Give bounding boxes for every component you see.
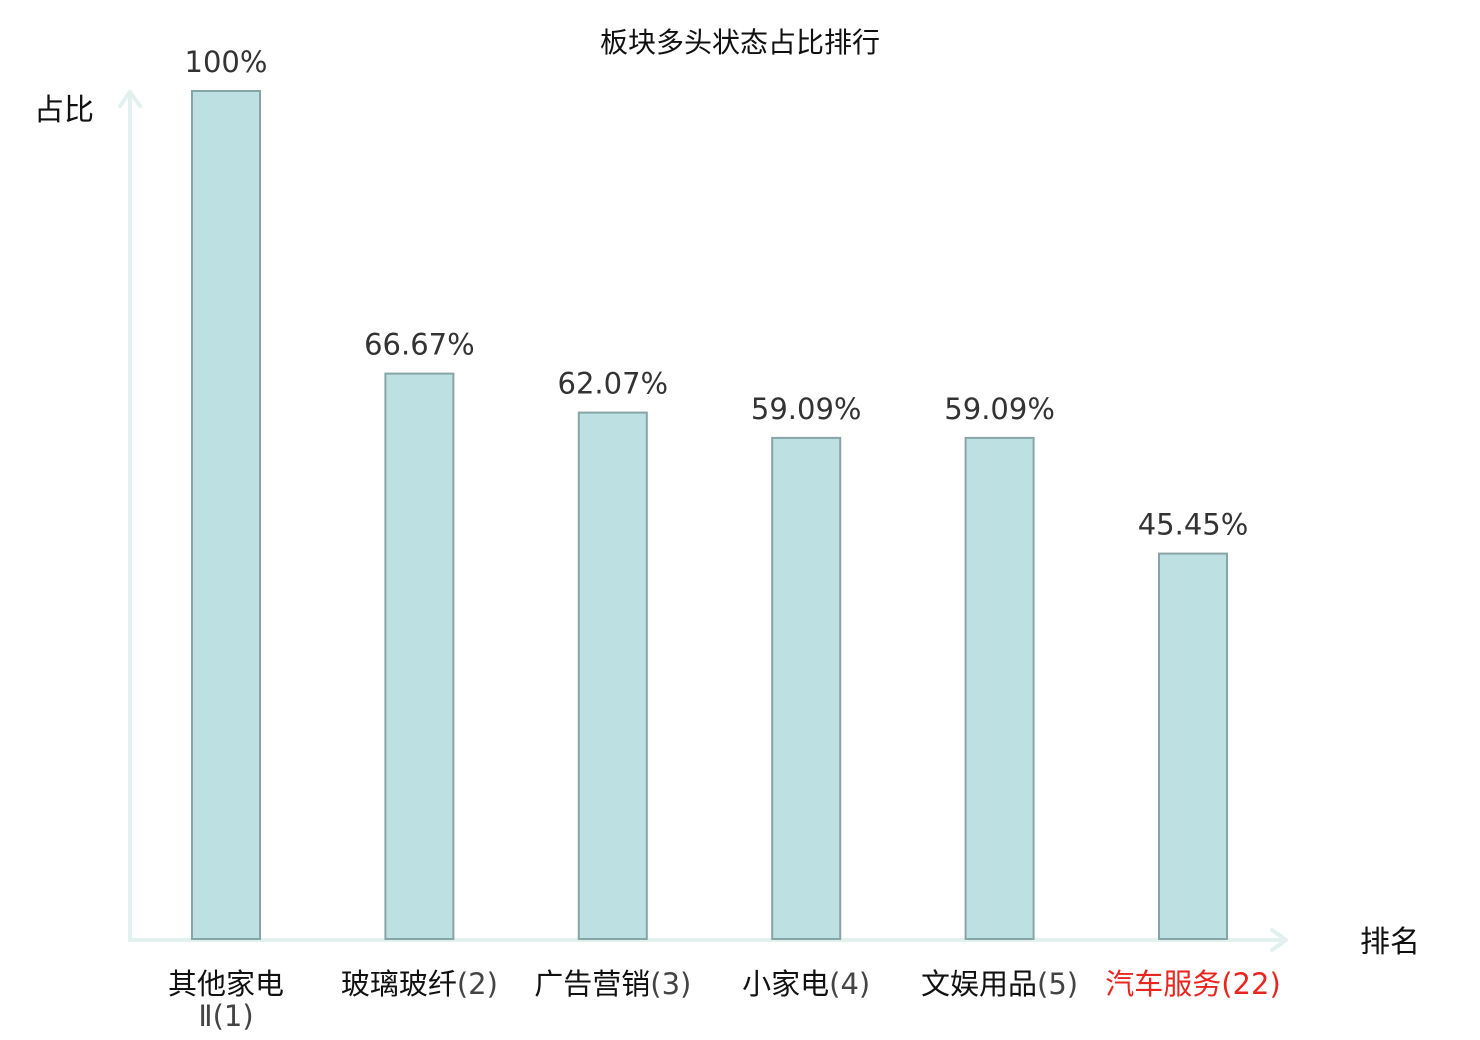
bar-2: [384, 372, 455, 941]
category-name-line2: Ⅱ(1): [198, 999, 253, 1033]
bar-5: [964, 436, 1035, 940]
category-rank: (3): [650, 967, 691, 1001]
category-name: 小家电: [742, 967, 829, 1001]
category-rank: (4): [829, 967, 870, 1001]
y-axis-label: 占比: [34, 93, 94, 128]
category-rank: (2): [457, 967, 498, 1001]
bar-1: [191, 90, 261, 940]
category-label-2: 玻璃玻纤(2): [341, 967, 498, 1001]
category-label-4: 小家电(4): [742, 967, 870, 1001]
x-axis-arrow-icon: [1270, 928, 1288, 952]
value-label-4: 59.09%: [751, 392, 862, 426]
category-name: 其他家电: [168, 967, 284, 1001]
value-label-1: 100%: [185, 45, 268, 79]
category-rank: (5): [1037, 967, 1078, 1001]
category-label-1: 其他家电 Ⅱ(1): [168, 967, 284, 1033]
value-label-2: 66.67%: [364, 328, 475, 362]
value-label-6: 45.45%: [1138, 508, 1249, 542]
category-label-5: 文娱用品(5): [921, 967, 1078, 1001]
y-axis-arrow-icon: [118, 90, 142, 108]
category-labels: 其他家电 Ⅱ(1)玻璃玻纤(2) 广告营销(3) 小家电(4) 文娱用品(5) 汽车服务(…: [168, 967, 1281, 1033]
category-name: 文娱用品: [921, 967, 1037, 1001]
value-labels: 100% 66.67% 62.07% 59.09% 59.09% 45.45%: [185, 45, 1249, 542]
category-label-3: 广告营销(3): [534, 967, 691, 1001]
category-label-6: 汽车服务(22): [1105, 967, 1281, 1001]
bar-3: [577, 411, 648, 941]
category-rank: (22): [1221, 967, 1281, 1001]
value-label-3: 62.07%: [558, 367, 669, 401]
value-label-5: 59.09%: [944, 392, 1055, 426]
chart-axes: [118, 90, 1288, 952]
category-name: 玻璃玻纤: [341, 967, 457, 1001]
category-name: 广告营销: [534, 967, 650, 1001]
bar-4: [771, 436, 842, 940]
category-name: 汽车服务: [1105, 967, 1221, 1001]
bar-6: [1158, 552, 1228, 940]
bars: [191, 90, 1228, 941]
x-axis-label: 排名: [1360, 925, 1420, 960]
chart-title: 板块多头状态占比排行: [600, 26, 880, 59]
